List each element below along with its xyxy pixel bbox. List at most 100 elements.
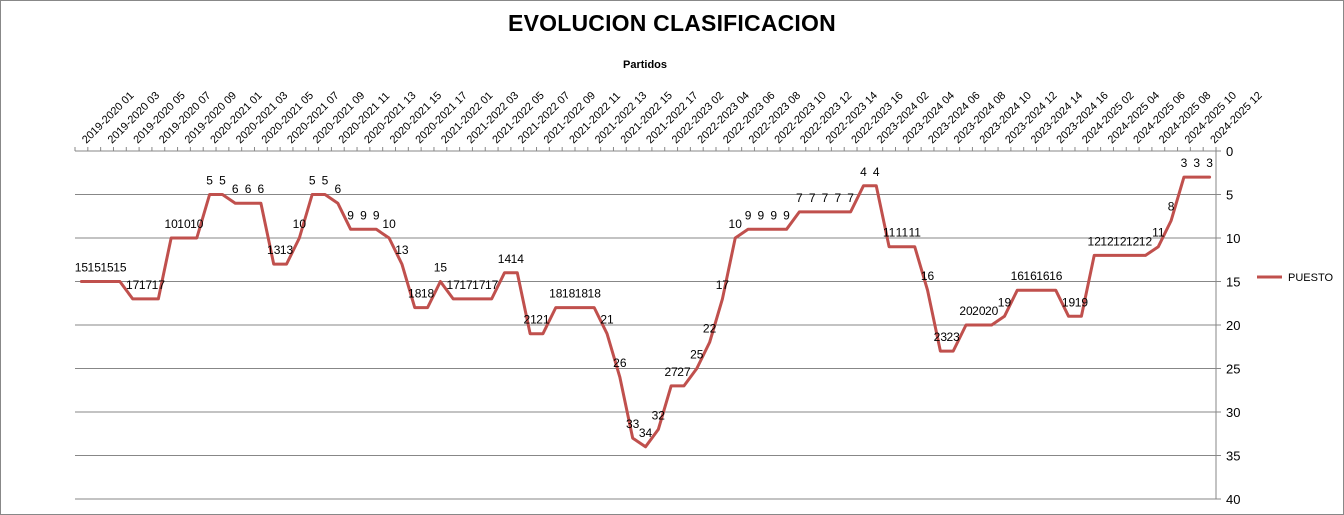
data-label: 13 [395,243,409,257]
data-label: 9 [745,208,752,222]
data-label: 16 [1011,269,1025,283]
data-label: 34 [639,426,653,440]
y-tick-label: 5 [1226,188,1233,203]
data-label: 33 [626,417,640,431]
data-label: 17 [447,278,461,292]
data-label: 23 [947,330,961,344]
data-label: 16 [1023,269,1037,283]
data-label: 15 [75,261,89,275]
data-label: 25 [690,348,704,362]
y-tick-label: 15 [1226,275,1240,290]
data-label: 6 [245,182,252,196]
data-label: 7 [796,191,803,205]
data-label: 16 [921,269,935,283]
data-label: 19 [1075,295,1089,309]
data-label: 9 [373,208,380,222]
data-label: 27 [677,365,691,379]
data-label: 18 [562,287,576,301]
data-label: 18 [421,287,435,301]
data-label: 15 [88,261,102,275]
data-label: 9 [783,208,790,222]
data-label: 8 [1168,200,1175,214]
data-label: 21 [600,313,614,327]
data-label: 5 [219,174,226,188]
data-label: 10 [729,217,743,231]
data-label: 5 [309,174,316,188]
data-label: 17 [485,278,499,292]
data-label: 10 [190,217,204,231]
data-label: 16 [1049,269,1063,283]
data-label: 27 [664,365,678,379]
y-tick-label: 20 [1226,318,1240,333]
data-label: 18 [588,287,602,301]
data-label: 21 [536,313,550,327]
data-label: 11 [1152,226,1165,240]
data-label: 13 [280,243,294,257]
series-line-puesto [79,175,1212,449]
data-label: 11 [908,226,921,240]
data-label: 15 [100,261,114,275]
data-label: 7 [847,191,854,205]
y-tick-label: 0 [1226,144,1233,159]
data-label: 4 [873,165,880,179]
data-label: 17 [139,278,153,292]
data-label: 21 [523,313,537,327]
data-label: 9 [360,208,367,222]
data-label: 6 [258,182,265,196]
y-tick-label: 35 [1226,449,1240,464]
data-label: 4 [860,165,867,179]
data-label: 12 [1126,234,1140,248]
data-label: 11 [883,226,896,240]
data-label: 20 [985,304,999,318]
data-label: 18 [575,287,589,301]
data-label: 9 [770,208,777,222]
data-label: 22 [703,321,717,335]
data-label: 12 [1088,234,1102,248]
data-label: 12 [1100,234,1114,248]
data-label: 17 [459,278,473,292]
data-label: 11 [896,226,909,240]
data-label: 18 [549,287,563,301]
data-label: 9 [758,208,765,222]
data-label: 16 [1036,269,1050,283]
data-label: 12 [1139,234,1153,248]
data-label: 17 [152,278,166,292]
data-label: 10 [164,217,178,231]
y-tick-label: 10 [1226,231,1240,246]
data-label: 3 [1206,156,1213,170]
legend-label: PUESTO [1288,272,1333,284]
data-label: 14 [498,252,512,266]
data-label: 23 [934,330,948,344]
data-label: 12 [1113,234,1127,248]
data-label: 13 [267,243,281,257]
x-axis-title: Partidos [622,59,667,71]
data-label: 15 [113,261,127,275]
data-label: 6 [334,182,341,196]
data-label: 17 [126,278,140,292]
data-label: 32 [652,408,666,422]
data-label: 7 [809,191,816,205]
data-label: 6 [232,182,239,196]
data-label: 5 [206,174,213,188]
data-label: 3 [1181,156,1188,170]
data-label: 10 [382,217,396,231]
data-label: 10 [293,217,307,231]
data-label: 20 [972,304,986,318]
data-label: 7 [822,191,829,205]
y-tick-label: 30 [1226,405,1240,420]
y-tick-label: 40 [1226,492,1240,507]
data-label: 7 [834,191,841,205]
data-label: 5 [322,174,329,188]
data-label: 19 [998,295,1012,309]
data-label: 17 [716,278,730,292]
data-label: 14 [511,252,525,266]
data-label: 15 [434,261,448,275]
data-label: 19 [1062,295,1076,309]
data-label: 20 [959,304,973,318]
data-label: 26 [613,356,627,370]
y-tick-label: 25 [1226,362,1240,377]
data-label: 10 [177,217,191,231]
data-label: 3 [1193,156,1200,170]
